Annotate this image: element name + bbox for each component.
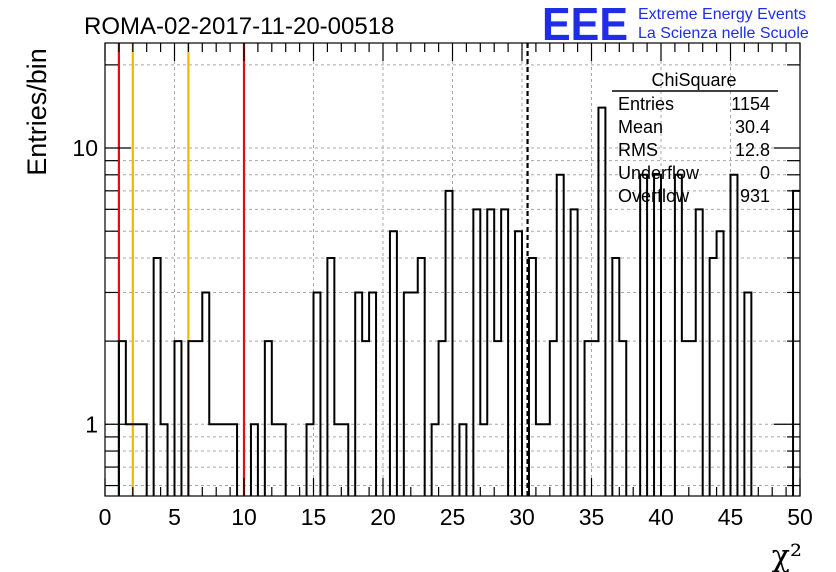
stats-label: RMS: [618, 140, 658, 160]
y-tick-label: 10: [72, 135, 98, 161]
x-axis-label: χ²: [772, 539, 802, 572]
x-tick-label: 40: [648, 504, 674, 530]
x-tick-label: 35: [579, 504, 605, 530]
tick-labels: 0 5 10 15 20 25 30 35 40 45 50 1 10: [72, 135, 812, 530]
y-tick-label: 1: [85, 411, 98, 437]
x-tick-label: 10: [231, 504, 257, 530]
logo-line-1: Extreme Energy Events: [638, 6, 806, 23]
stats-title: ChiSquare: [651, 70, 736, 90]
x-tick-label: 0: [99, 504, 112, 530]
stats-value: 0: [760, 163, 770, 183]
logo-line-2: La Scienza nelle Scuole: [638, 25, 809, 42]
x-tick-label: 5: [168, 504, 181, 530]
eee-logo: EEE Extreme Energy Events La Scienza nel…: [542, 0, 809, 50]
x-tick-label: 50: [787, 504, 813, 530]
x-tick-label: 20: [370, 504, 396, 530]
x-tick-label: 45: [718, 504, 744, 530]
axis-ticks: [104, 43, 801, 496]
stats-label: Overflow: [618, 186, 690, 206]
stats-label: Entries: [618, 94, 674, 114]
stats-value: 12.8: [735, 140, 770, 160]
histogram-outline: [117, 106, 800, 496]
stats-value: 1154: [731, 94, 770, 114]
stats-box: ChiSquare Entries 1154 Mean 30.4 RMS 12.…: [612, 70, 778, 206]
chart-title: ROMA-02-2017-11-20-00518: [84, 13, 394, 40]
stats-value: 931: [740, 186, 770, 206]
x-tick-label: 25: [440, 504, 466, 530]
grid: [105, 43, 800, 496]
x-tick-label: 15: [301, 504, 327, 530]
stats-value: 30.4: [735, 117, 770, 137]
x-tick-label: 30: [509, 504, 535, 530]
stats-label: Mean: [618, 117, 663, 137]
stats-label: Underflow: [618, 163, 700, 183]
y-axis-label: Entries/bin: [22, 48, 52, 176]
eee-logo-text: EEE: [542, 0, 628, 50]
